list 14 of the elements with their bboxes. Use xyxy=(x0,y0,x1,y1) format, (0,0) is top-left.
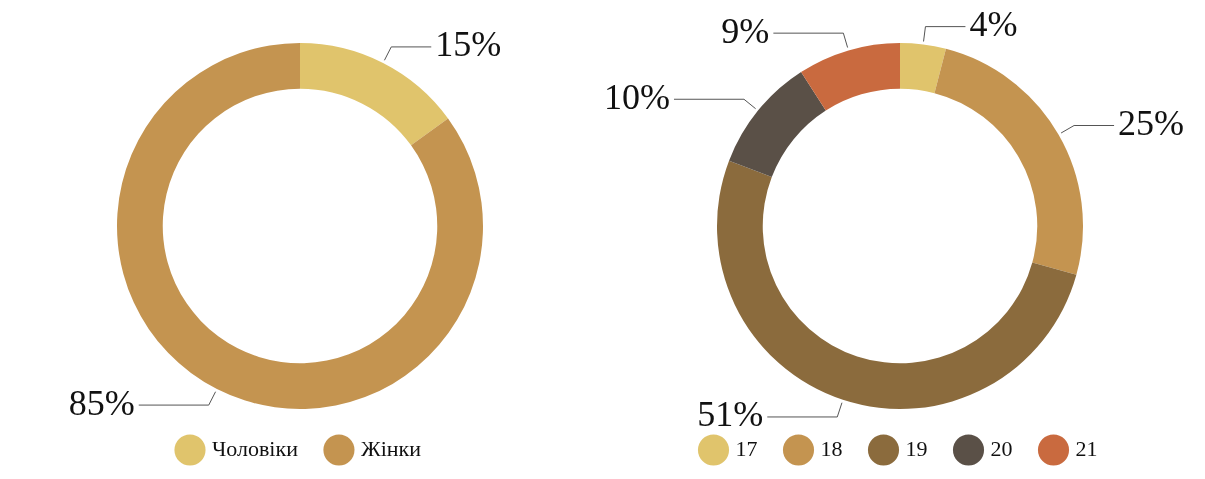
data-label: 4% xyxy=(969,4,1018,45)
data-label: 15% xyxy=(435,24,502,65)
data-label: 25% xyxy=(1118,102,1185,143)
legend-label: Чоловіки xyxy=(212,435,299,461)
legend-label: 17 xyxy=(735,435,758,461)
data-label: 85% xyxy=(68,382,135,423)
legend-label: 20 xyxy=(990,435,1013,461)
legend-label: 19 xyxy=(905,435,928,461)
data-label: 9% xyxy=(721,10,770,51)
legend-label: 21 xyxy=(1075,435,1098,461)
legend-label: Жінки xyxy=(360,435,422,461)
legend-label: 18 xyxy=(820,435,843,461)
data-label: 51% xyxy=(697,394,764,435)
data-label: 10% xyxy=(603,76,670,117)
